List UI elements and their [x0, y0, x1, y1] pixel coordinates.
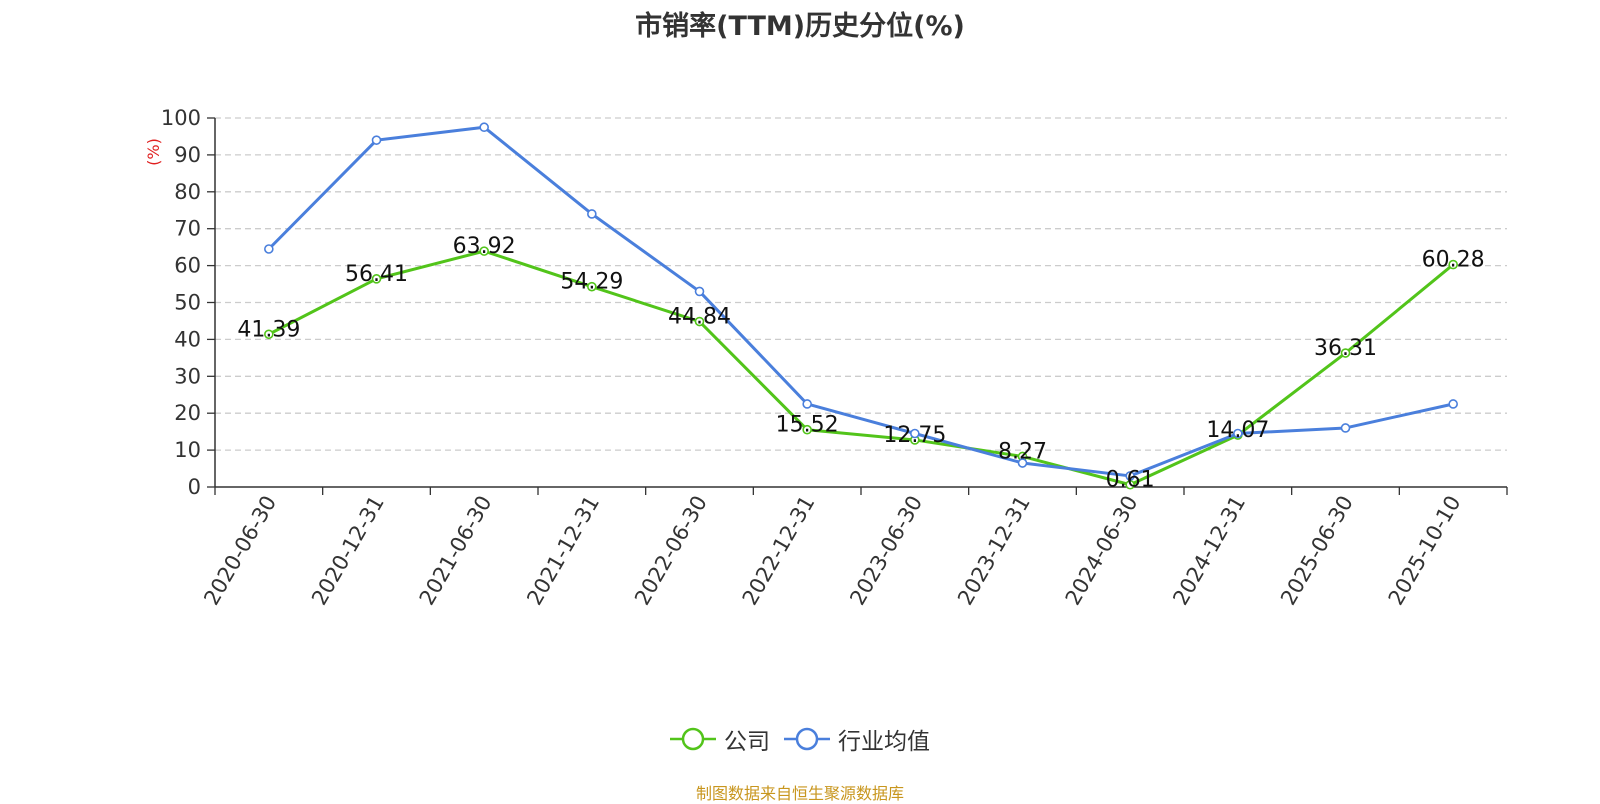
y-tick-label: 20	[174, 401, 201, 425]
data-point	[587, 209, 597, 219]
x-tick-label: 2024-06-30	[1061, 492, 1143, 610]
chart-title: 市销率(TTM)历史分位(%)	[635, 11, 965, 42]
data-point	[371, 274, 382, 284]
data-point	[1233, 428, 1243, 439]
legend-item[interactable]: 公司	[670, 722, 770, 756]
data-point	[1340, 348, 1351, 358]
data-point	[479, 246, 489, 256]
axes: 0 10 20 30 40 50 60 70 80 90 100 (%) 2020-06-30 2020-…	[144, 106, 1508, 610]
legend-symbol-icon	[670, 727, 716, 751]
data-label: 54.29	[560, 270, 623, 295]
y-tick-label: 40	[174, 327, 201, 351]
y-tick-label: 50	[174, 291, 201, 315]
series-line-0	[268, 249, 1455, 487]
data-point	[1340, 423, 1351, 433]
y-tick-label: 80	[174, 180, 201, 204]
data-label: 0.61	[1106, 468, 1155, 493]
legend-label: 行业均值	[838, 729, 930, 755]
source-note: 制图数据来自恒生聚源数据库	[695, 784, 904, 803]
y-axis-label: (%)	[144, 138, 163, 166]
data-point	[802, 424, 812, 435]
series-line-1	[267, 125, 1454, 478]
data-label: 41.39	[237, 317, 300, 342]
y-tick-label: 60	[174, 254, 201, 278]
x-tick-label: 2022-06-30	[630, 492, 712, 610]
data-point	[694, 316, 705, 327]
x-tick-label: 2024-12-31	[1168, 492, 1250, 610]
y-tick-label: 70	[174, 217, 201, 241]
data-point	[264, 329, 274, 340]
data-label: 63.92	[453, 234, 516, 259]
x-tick-label: 2025-06-30	[1276, 492, 1358, 610]
data-point	[479, 122, 489, 133]
data-point	[1125, 479, 1135, 490]
x-tick-label: 2023-06-30	[845, 492, 927, 610]
data-label: 44.84	[668, 305, 731, 330]
x-tick-label: 2021-06-30	[415, 492, 497, 610]
data-point	[1448, 399, 1458, 409]
x-tick-label: 2022-12-31	[738, 492, 820, 610]
y-tick-label: 90	[174, 143, 201, 167]
data-label: 60.28	[1422, 248, 1485, 273]
grid-lines	[215, 117, 1507, 451]
legend: 公司 行业均值	[0, 722, 1600, 756]
data-point	[1448, 259, 1458, 270]
data-label: 12.75	[883, 423, 946, 448]
series-lines	[264, 122, 1458, 490]
legend-item[interactable]: 行业均值	[784, 722, 930, 756]
y-tick-label: 30	[174, 364, 201, 388]
data-label: 15.52	[776, 413, 839, 438]
data-point	[264, 244, 274, 254]
x-tick-label: 2020-12-31	[307, 492, 389, 610]
data-label: 56.41	[345, 262, 408, 287]
x-tick-label: 2023-12-31	[953, 492, 1035, 610]
data-label: 14.07	[1206, 418, 1269, 443]
data-labels: 41.39 56.41 63.92 54.29 44.84 15.52 12.75 8.27 0…	[237, 234, 1484, 493]
y-tick-label: 100	[161, 106, 201, 130]
data-label: 36.31	[1314, 336, 1377, 361]
data-point	[1017, 458, 1028, 468]
data-point	[802, 399, 812, 409]
y-tick-label: 10	[174, 438, 201, 462]
x-tick-label: 2020-06-30	[199, 492, 281, 610]
legend-symbol-icon	[784, 727, 830, 751]
data-point	[587, 281, 597, 292]
legend-label: 公司	[724, 729, 770, 755]
x-tick-label: 2021-12-31	[522, 492, 604, 610]
data-label: 8.27	[998, 439, 1047, 464]
data-point	[694, 286, 705, 297]
x-tick-label: 2025-10-10	[1384, 492, 1466, 610]
data-point	[1125, 471, 1135, 481]
y-tick-label: 0	[188, 475, 201, 499]
data-point	[371, 135, 382, 145]
data-point	[910, 428, 920, 439]
